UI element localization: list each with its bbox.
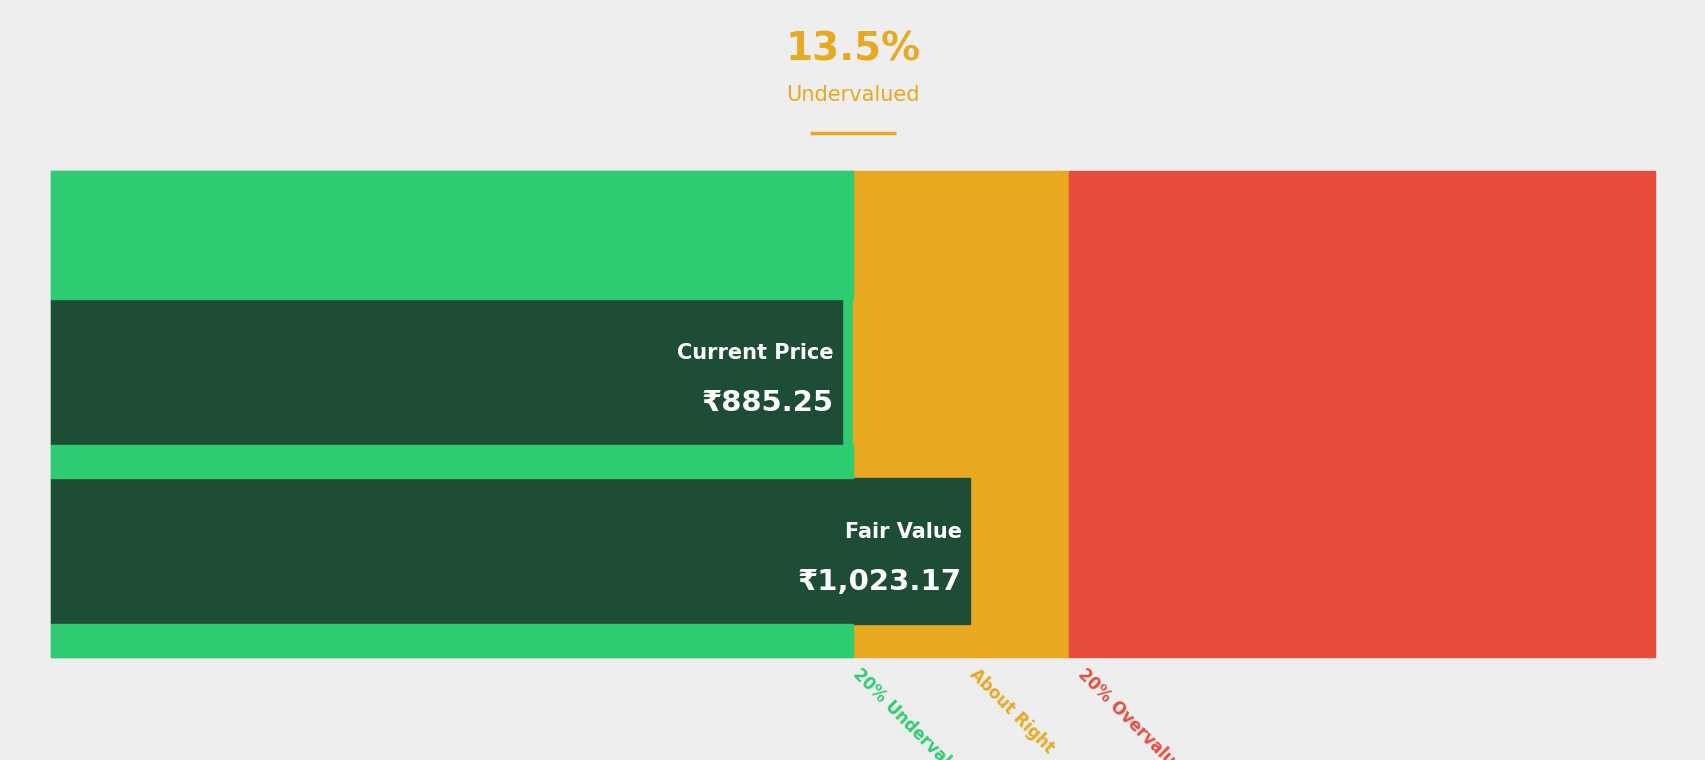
Text: ₹885.25: ₹885.25 (701, 389, 832, 416)
Text: 13.5%: 13.5% (784, 30, 921, 68)
Bar (51, 478, 970, 624)
Bar (1069, 171, 1654, 657)
Bar (51, 624, 852, 657)
Text: Current Price: Current Price (677, 344, 832, 363)
Text: Undervalued: Undervalued (786, 85, 919, 105)
Text: ₹1,023.17: ₹1,023.17 (796, 568, 962, 596)
Bar (51, 171, 852, 299)
Text: 20% Overvalued: 20% Overvalued (1072, 665, 1193, 760)
Text: About Right: About Right (965, 665, 1057, 757)
Text: 20% Undervalued: 20% Undervalued (849, 665, 977, 760)
Bar (852, 171, 1069, 657)
Bar (51, 171, 852, 657)
Bar (51, 445, 852, 478)
Bar (51, 299, 841, 445)
Text: Fair Value: Fair Value (844, 522, 962, 543)
